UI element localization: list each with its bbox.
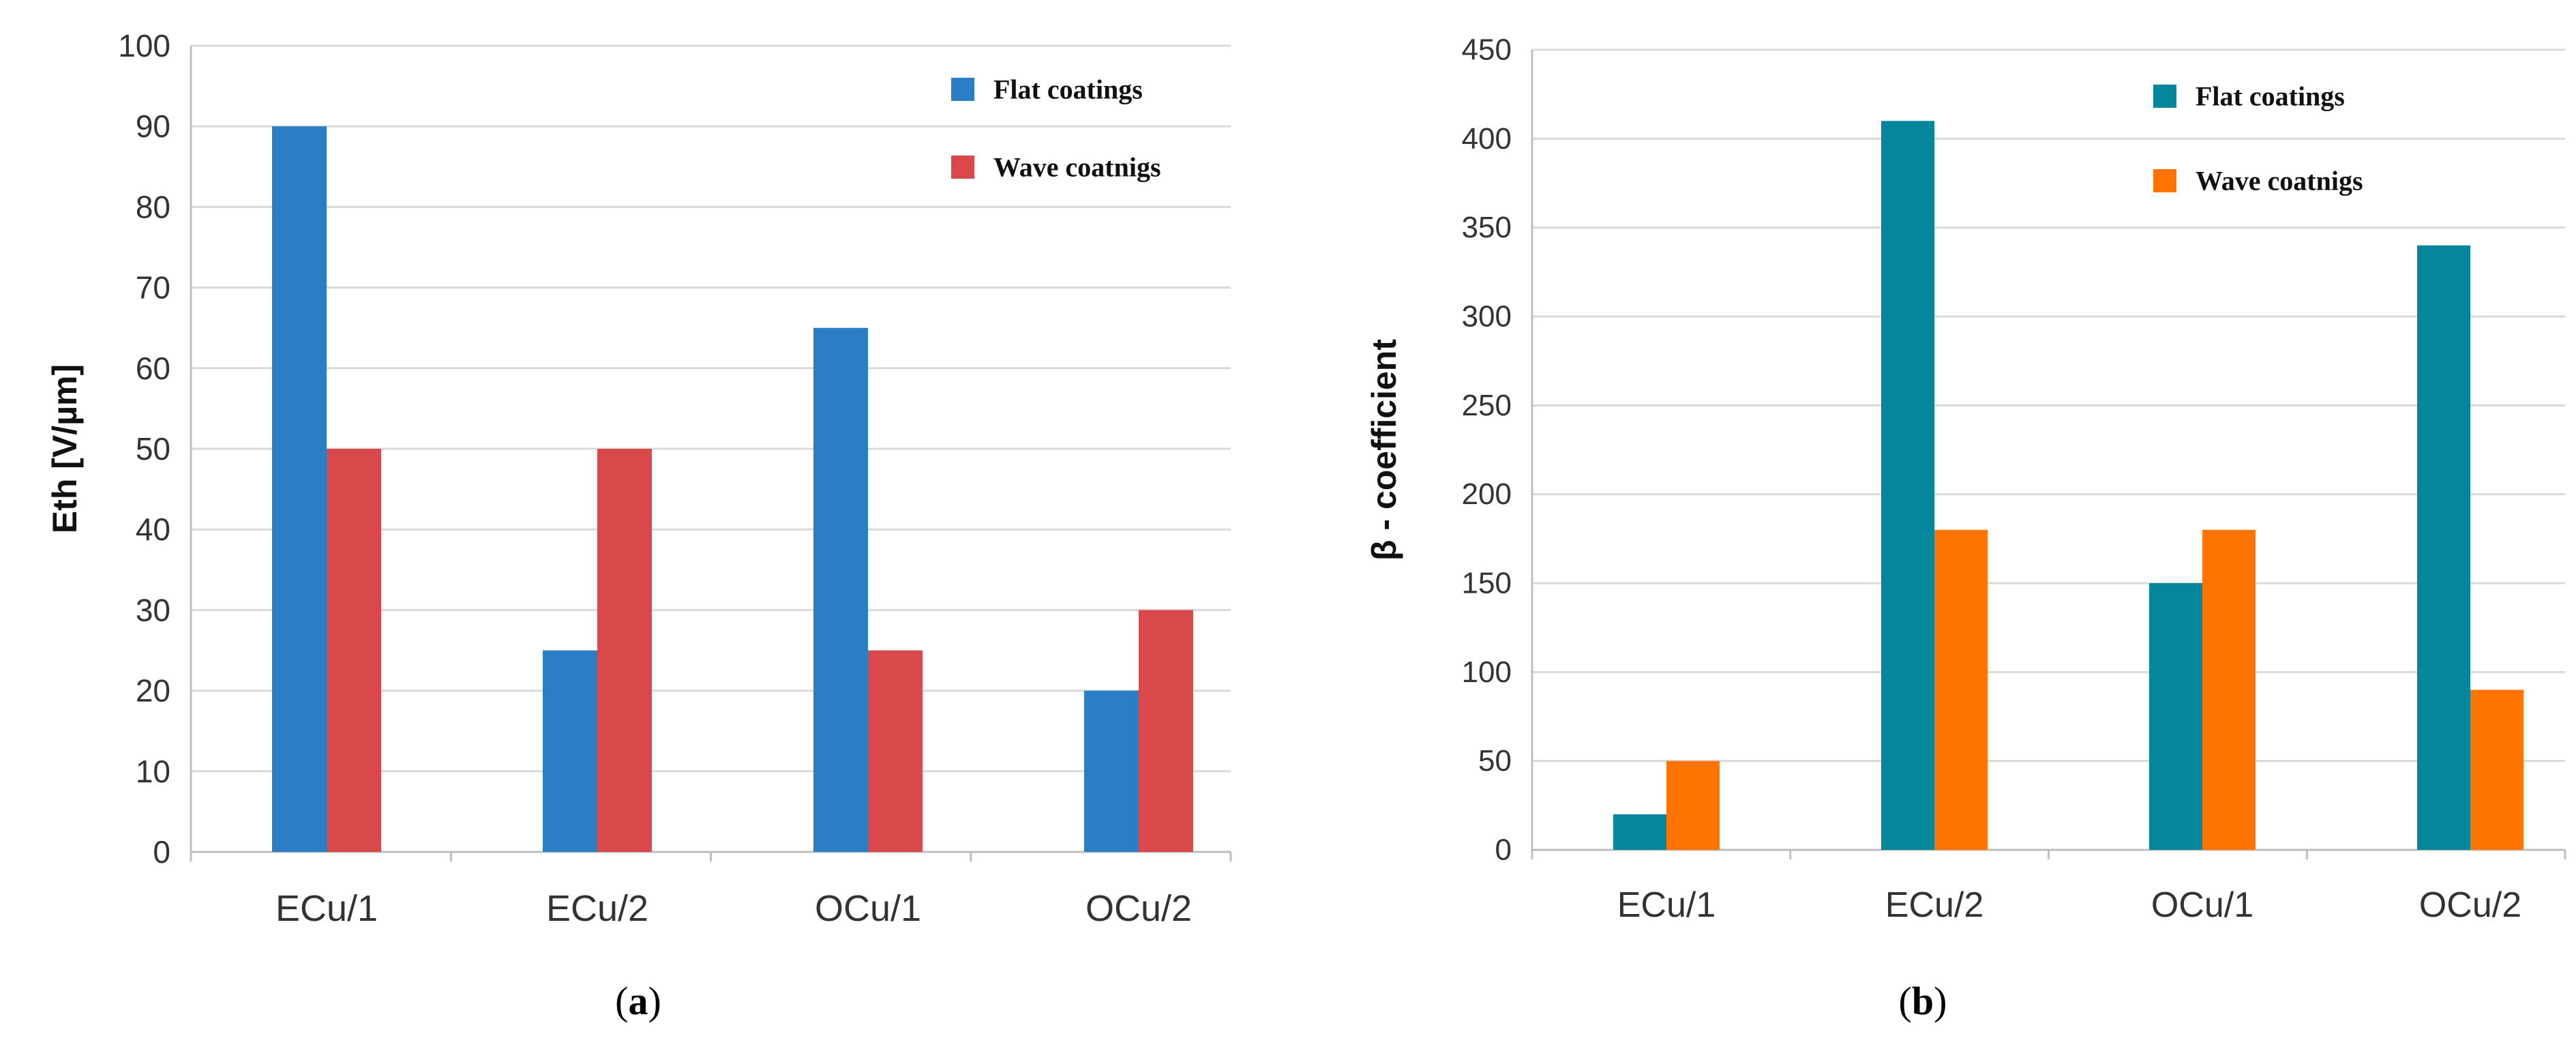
captions: (a) (b): [615, 979, 1947, 1023]
chart-a: 0 10 20 30 40 50 60 70 80 90 100 ECu/1 ECu/2 OCu/1 OCu…: [46, 28, 1232, 929]
y-tick-label: 100: [1462, 655, 1512, 689]
bar-flat-coatings-ecu-2: [543, 650, 597, 852]
legend-label: Wave coatnigs: [2196, 166, 2363, 196]
bar-wave-coatnigs-ecu-1: [327, 449, 381, 852]
x-category-label: ECu/2: [546, 888, 648, 929]
legend-swatch: [2153, 85, 2176, 108]
y-tick-label: 400: [1462, 122, 1512, 156]
y-tick-label: 80: [136, 189, 170, 224]
y-tick-label: 450: [1462, 33, 1512, 67]
x-category-label: OCu/2: [1085, 888, 1192, 929]
bar-wave-coatnigs-ocu-1: [868, 650, 923, 852]
x-category-label: ECu/2: [1885, 885, 1984, 925]
y-axis-title: Eth [V/µm]: [46, 364, 84, 533]
y-tick-label: 20: [136, 673, 170, 709]
bar-flat-coatings-ecu-1: [272, 126, 327, 853]
legend-label: Flat coatings: [993, 74, 1143, 105]
panel-caption-letter: b: [1912, 979, 1934, 1023]
x-category-label: OCu/1: [815, 888, 921, 929]
y-tick-label: 200: [1462, 477, 1512, 511]
legend-label: Flat coatings: [2196, 81, 2345, 112]
bar-wave-coatnigs-ocu-2: [1139, 610, 1193, 852]
chart-b: 0 50 100 150 200 250 300 350 400 450 ECu/1 ECu/2 OCu…: [1365, 33, 2566, 925]
x-category-label: OCu/1: [2151, 885, 2253, 925]
legend-swatch: [2153, 169, 2176, 192]
y-tick-label: 250: [1462, 389, 1512, 422]
x-category-label: ECu/1: [1617, 885, 1716, 925]
panel-caption: (b): [1899, 979, 1947, 1023]
bar-wave-coatnigs-ocu-1: [2202, 529, 2256, 850]
y-tick-label: 10: [136, 754, 170, 789]
legend-swatch: [951, 78, 974, 101]
bar-flat-coatings-ocu-1: [2149, 583, 2202, 850]
y-tick-label: 40: [136, 512, 170, 547]
legend-swatch: [951, 156, 974, 179]
bar-flat-coatings-ocu-1: [813, 327, 868, 852]
y-tick-label: 70: [136, 270, 170, 306]
y-tick-label: 100: [118, 28, 170, 63]
y-tick-label: 30: [136, 592, 170, 628]
y-tick-label: 50: [1478, 744, 1512, 778]
y-tick-label: 300: [1462, 300, 1512, 334]
y-tick-label: 350: [1462, 211, 1512, 244]
x-category-label: OCu/2: [2419, 885, 2521, 925]
bar-flat-coatings-ocu-2: [1084, 690, 1139, 852]
y-tick-label: 150: [1462, 567, 1512, 600]
bar-flat-coatings-ocu-2: [2417, 245, 2470, 850]
y-tick-label: 60: [136, 351, 170, 386]
bar-wave-coatnigs-ecu-2: [597, 449, 652, 852]
bar-wave-coatnigs-ecu-1: [1666, 761, 1720, 850]
y-axis-title: β - coefficient: [1365, 339, 1403, 561]
bar-flat-coatings-ecu-2: [1881, 121, 1934, 851]
panel-caption-letter: a: [629, 979, 648, 1023]
panel-caption: (a): [615, 979, 661, 1023]
y-tick-label: 0: [153, 834, 170, 870]
y-tick-label: 90: [136, 108, 170, 144]
legend-label: Wave coatnigs: [993, 152, 1161, 183]
bar-wave-coatnigs-ecu-2: [1934, 529, 1988, 850]
y-tick-label: 0: [1495, 834, 1512, 867]
bar-flat-coatings-ecu-1: [1613, 814, 1666, 850]
y-tick-label: 50: [136, 431, 170, 467]
x-category-label: ECu/1: [275, 888, 378, 929]
bar-wave-coatnigs-ocu-2: [2470, 690, 2523, 850]
